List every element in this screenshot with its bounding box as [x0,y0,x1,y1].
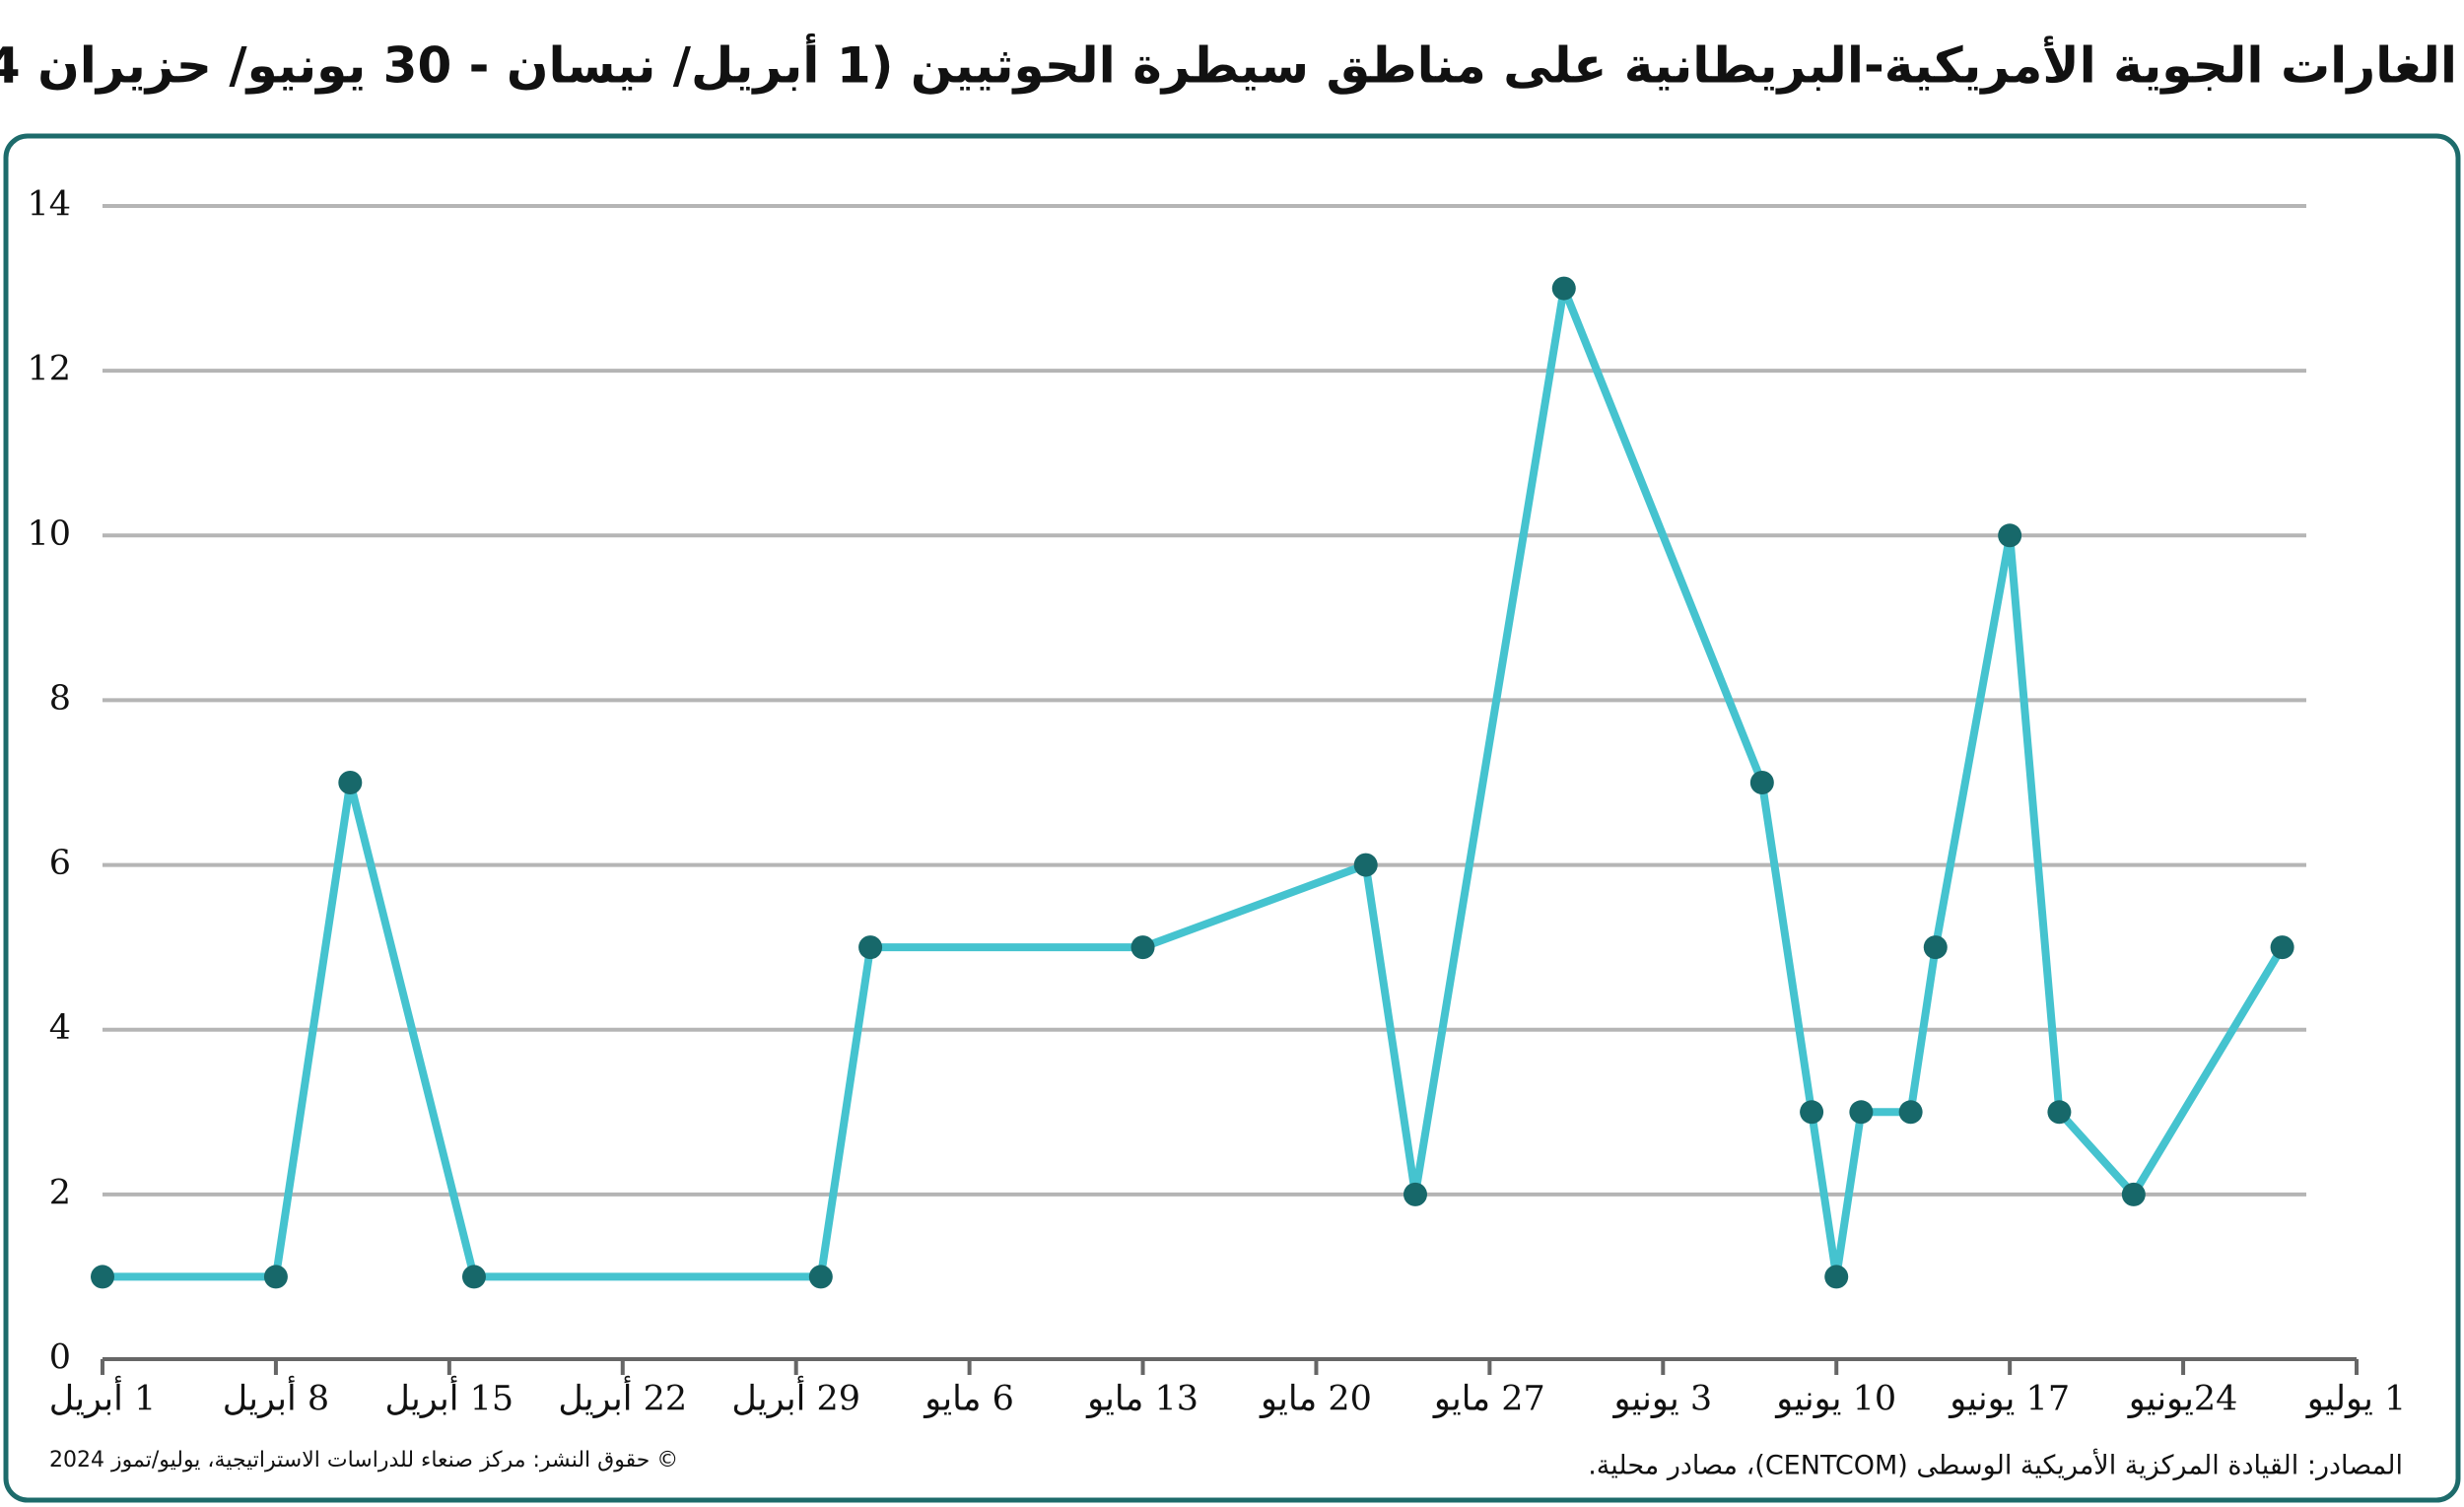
point [808,1265,833,1289]
point [461,1265,486,1289]
x-tick-label: 1 أبريل [49,1375,156,1419]
x-tick-label: 17 يونيو [1948,1380,2070,1419]
x-tick-label: 29 أبريل [731,1375,860,1419]
source: المصادر: القيادة المركزية الأمريكية الوس… [1588,1448,2403,1481]
point [1403,1182,1427,1206]
y-tick-label: 10 [27,514,71,554]
x-tick-label: 3 يونيو [1611,1380,1712,1419]
point [91,1265,114,1289]
y-tick-label: 12 [27,350,71,389]
x-tick-label: 10 يونيو [1774,1380,1896,1419]
frame [3,133,2461,1503]
series-line [103,284,2287,1281]
point [1849,1100,1874,1125]
y-tick-label: 0 [49,1338,71,1378]
y-tick-label: 8 [49,679,71,719]
x-tick-label: 8 أبريل [223,1375,329,1419]
x-tick-label: 6 مايو [923,1380,1014,1419]
chart-title: وتيرة الغارات الجوية الأمريكية-البريطاني… [0,34,2464,96]
y-tick-label: 2 [49,1173,71,1212]
x-tick-label: 20 مايو [1259,1380,1372,1419]
x-tick-label: 1 يوليو [2305,1380,2407,1419]
point [858,935,883,960]
point [1898,1100,1923,1125]
point [2121,1182,2146,1206]
point [1130,935,1155,960]
point [263,1265,288,1289]
y-tick-label: 14 [27,185,71,225]
x-tick-label: 13 مايو [1085,1380,1198,1419]
point [1998,523,2022,548]
x-tick-label: 27 مايو [1432,1380,1545,1419]
point [1353,853,1378,877]
point [2270,935,2294,960]
point [1923,935,1948,960]
x-tick-label: 15 أبريل [384,1375,513,1419]
point [1824,1265,1849,1289]
y-tick-label: 4 [49,1008,71,1048]
point [1551,276,1576,301]
point [1800,1100,1824,1125]
y-tick-label: 6 [49,844,71,883]
point [338,771,363,794]
copyright: © حقوق النشر: مركز صنعاء للدراسات الاستر… [49,1448,678,1473]
point [1749,771,1774,794]
point [2047,1100,2072,1125]
x-tick-label: 22 أبريل [558,1375,687,1419]
x-tick-label: 24يونيو [2127,1380,2238,1419]
